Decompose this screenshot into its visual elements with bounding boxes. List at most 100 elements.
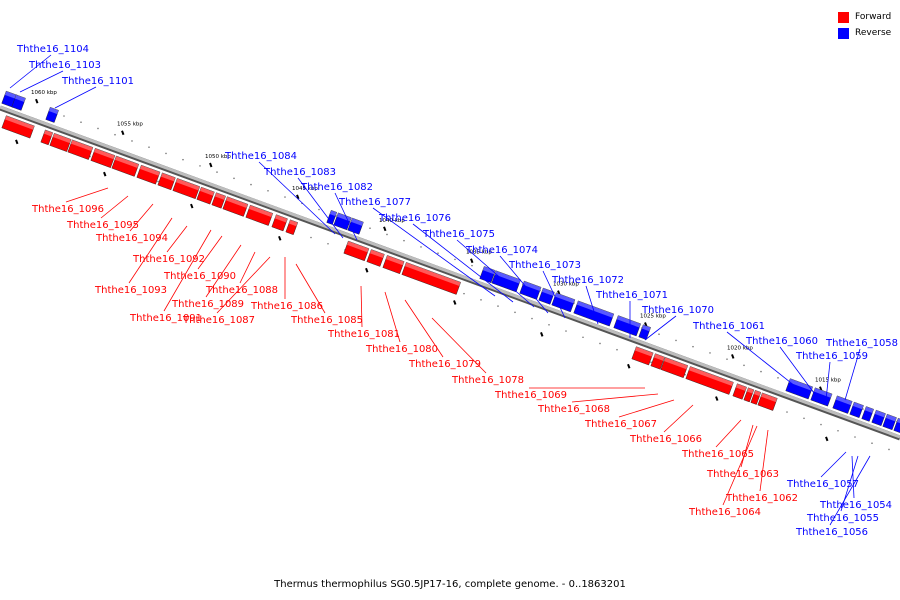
- gene-feature[interactable]: [222, 196, 249, 217]
- gene-feature[interactable]: [638, 324, 651, 340]
- gene-feature[interactable]: [660, 357, 689, 379]
- gene-label[interactable]: Ththe16_1056: [795, 527, 868, 538]
- gene-feature[interactable]: [401, 262, 461, 295]
- gene-label[interactable]: Ththe16_1060: [745, 336, 818, 347]
- gene-feature[interactable]: [382, 255, 405, 274]
- gene-feature[interactable]: [573, 300, 615, 327]
- gene-feature[interactable]: [732, 383, 747, 400]
- gene-feature[interactable]: [613, 315, 641, 337]
- gene-label[interactable]: Ththe16_1065: [681, 449, 754, 460]
- gene-label[interactable]: Ththe16_1093: [94, 285, 167, 296]
- leader-line: [412, 223, 514, 303]
- gene-feature[interactable]: [196, 186, 215, 205]
- gene-label[interactable]: Ththe16_1076: [378, 213, 451, 224]
- gene-feature[interactable]: [11, 94, 26, 111]
- gene-feature[interactable]: [111, 155, 140, 177]
- gene-feature[interactable]: [750, 390, 762, 405]
- gene-arrow: [638, 324, 651, 340]
- leader-line: [129, 203, 154, 232]
- gene-label[interactable]: Ththe16_1073: [508, 260, 581, 271]
- gene-label[interactable]: Ththe16_1080: [365, 344, 438, 355]
- gene-label[interactable]: Ththe16_1103: [28, 60, 101, 71]
- gene-label[interactable]: Ththe16_1061: [692, 321, 765, 332]
- gene-label[interactable]: Ththe16_1092: [132, 254, 205, 265]
- gene-feature[interactable]: [366, 249, 385, 267]
- tick-label: 1020 kbp: [727, 345, 753, 351]
- gene-feature[interactable]: [685, 366, 734, 395]
- gene-label[interactable]: Ththe16_1072: [551, 275, 624, 286]
- gene-label[interactable]: Ththe16_1067: [584, 419, 657, 430]
- major-tick: [731, 354, 735, 359]
- gene-feature[interactable]: [40, 129, 54, 146]
- gene-feature[interactable]: [343, 240, 370, 262]
- gene-label[interactable]: Ththe16_1070: [641, 305, 714, 316]
- gene-feature[interactable]: [172, 178, 201, 200]
- gene-feature[interactable]: [67, 139, 94, 160]
- gene-label[interactable]: Ththe16_1057: [786, 479, 859, 490]
- gene-feature[interactable]: [347, 217, 364, 235]
- gene-feature[interactable]: [849, 401, 864, 418]
- gene-label[interactable]: Ththe16_1055: [806, 513, 879, 524]
- leader-line: [499, 255, 549, 314]
- gene-feature[interactable]: [285, 219, 299, 235]
- gene-label[interactable]: Ththe16_1091: [129, 313, 202, 324]
- gene-label[interactable]: Ththe16_1081: [327, 329, 400, 340]
- gene-label[interactable]: Ththe16_1096: [31, 204, 104, 215]
- gene-feature[interactable]: [757, 392, 778, 411]
- gene-label[interactable]: Ththe16_1087: [182, 315, 255, 326]
- gene-arrow: [871, 409, 886, 427]
- gene-label[interactable]: Ththe16_1077: [338, 197, 411, 208]
- gene-arrow: [1, 115, 35, 139]
- gene-feature[interactable]: [832, 395, 853, 414]
- gene-label[interactable]: Ththe16_1104: [16, 44, 89, 55]
- gene-label[interactable]: Ththe16_1058: [825, 338, 898, 349]
- gene-label[interactable]: Ththe16_1071: [595, 290, 668, 301]
- gene-feature[interactable]: [810, 387, 833, 407]
- gene-feature[interactable]: [861, 406, 874, 422]
- gene-label[interactable]: Ththe16_1095: [66, 220, 139, 231]
- leader-line: [829, 455, 871, 526]
- gene-label[interactable]: Ththe16_1063: [706, 469, 779, 480]
- gene-feature[interactable]: [49, 132, 72, 152]
- gene-feature[interactable]: [1, 115, 35, 139]
- gene-feature[interactable]: [136, 164, 161, 185]
- gene-feature[interactable]: [882, 413, 897, 431]
- gene-feature[interactable]: [871, 409, 886, 427]
- gene-label[interactable]: Ththe16_1068: [537, 404, 610, 415]
- gene-feature[interactable]: [326, 210, 338, 225]
- gene-label[interactable]: Ththe16_1069: [494, 390, 567, 401]
- gene-label[interactable]: Ththe16_1089: [171, 299, 244, 310]
- gene-label[interactable]: Ththe16_1066: [629, 434, 702, 445]
- gene-feature[interactable]: [743, 387, 755, 403]
- gene-feature[interactable]: [538, 287, 555, 305]
- gene-feature[interactable]: [90, 148, 116, 168]
- gene-label[interactable]: Ththe16_1101: [61, 76, 134, 87]
- gene-feature[interactable]: [650, 353, 665, 370]
- gene-label[interactable]: Ththe16_1074: [465, 245, 538, 256]
- gene-feature[interactable]: [45, 106, 59, 123]
- axis-dot: [548, 323, 550, 326]
- gene-label[interactable]: Ththe16_1059: [795, 351, 868, 362]
- gene-label[interactable]: Ththe16_1094: [95, 233, 168, 244]
- gene-label[interactable]: Ththe16_1075: [422, 229, 495, 240]
- gene-feature[interactable]: [211, 192, 226, 209]
- axis-dot: [386, 233, 388, 236]
- gene-label[interactable]: Ththe16_1088: [205, 285, 278, 296]
- gene-label[interactable]: Ththe16_1090: [163, 271, 236, 282]
- gene-label[interactable]: Ththe16_1082: [300, 182, 373, 193]
- gene-label[interactable]: Ththe16_1054: [819, 500, 892, 511]
- gene-feature[interactable]: [551, 292, 576, 313]
- gene-feature[interactable]: [157, 172, 176, 191]
- gene-label[interactable]: Ththe16_1064: [688, 507, 761, 518]
- gene-label[interactable]: Ththe16_1078: [451, 375, 524, 386]
- gene-label[interactable]: Ththe16_1062: [725, 493, 798, 504]
- major-tick: [470, 258, 474, 264]
- gene-feature[interactable]: [271, 214, 288, 232]
- gene-label[interactable]: Ththe16_1083: [263, 167, 336, 178]
- gene-feature[interactable]: [245, 204, 274, 226]
- gene-label[interactable]: Ththe16_1086: [250, 301, 323, 312]
- gene-label[interactable]: Ththe16_1085: [290, 315, 363, 326]
- gene-label[interactable]: Ththe16_1079: [408, 359, 481, 370]
- gene-feature[interactable]: [631, 346, 654, 366]
- gene-label[interactable]: Ththe16_1084: [224, 151, 297, 162]
